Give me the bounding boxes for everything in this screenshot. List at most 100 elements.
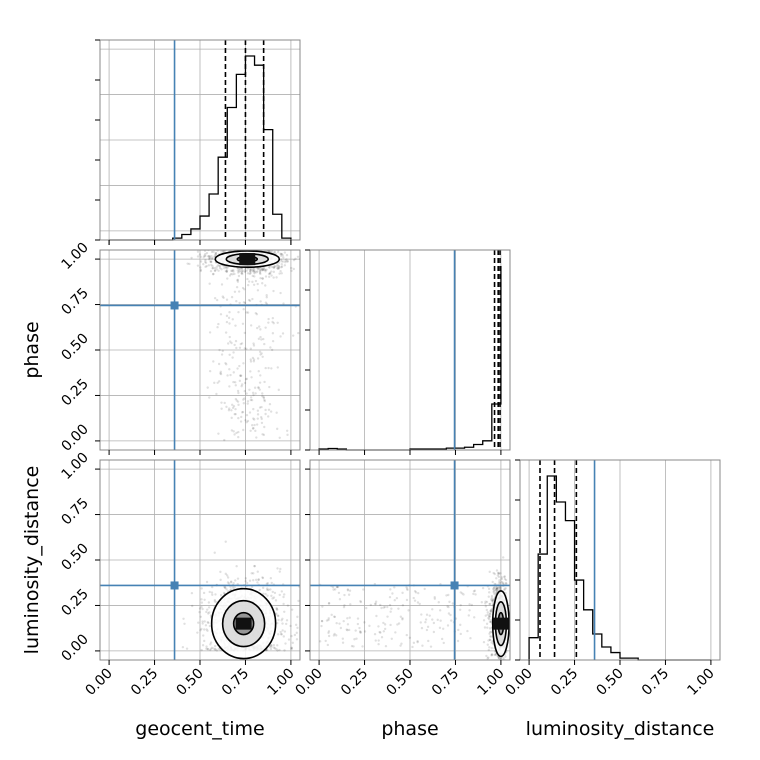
scatter-point <box>252 342 255 345</box>
scatter-point <box>275 265 279 268</box>
scatter-point <box>473 589 477 592</box>
scatter-point <box>401 617 404 620</box>
scatter-point <box>420 626 424 630</box>
x-tick-label: 0.00 <box>83 666 116 699</box>
scatter-point <box>494 591 498 595</box>
scatter-point <box>246 400 250 403</box>
scatter-point <box>401 591 404 595</box>
scatter-point <box>490 608 493 612</box>
scatter-point <box>270 581 273 585</box>
scatter-point <box>498 581 501 584</box>
scatter-point <box>275 608 279 611</box>
scatter-point <box>277 388 280 392</box>
scatter-point <box>264 326 267 329</box>
scatter-point <box>269 577 273 580</box>
scatter-point <box>243 270 247 274</box>
scatter-point <box>269 346 272 349</box>
scatter-point <box>497 571 500 575</box>
scatter-point <box>332 588 335 591</box>
scatter-point <box>281 629 284 632</box>
y-tick-label: 0.00 <box>58 631 91 664</box>
scatter-point <box>245 247 247 249</box>
scatter-point <box>283 649 286 652</box>
scatter-point <box>436 618 439 622</box>
scatter-point <box>487 656 490 659</box>
scatter-point <box>232 351 235 354</box>
scatter-point <box>250 376 253 379</box>
scatter-point <box>504 578 508 582</box>
scatter-point <box>350 644 354 648</box>
scatter-point <box>354 629 357 632</box>
scatter-point <box>263 380 266 384</box>
scatter-point <box>373 632 377 636</box>
scatter-point <box>199 629 202 632</box>
scatter-point <box>261 576 265 580</box>
scatter-point <box>325 619 329 622</box>
scatter-point <box>262 337 265 341</box>
scatter-point <box>393 586 396 589</box>
scatter-point <box>272 270 276 274</box>
scatter-point <box>245 347 248 351</box>
scatter-point <box>388 595 392 599</box>
scatter-point <box>243 268 247 271</box>
scatter-point <box>249 246 251 248</box>
scatter-point <box>219 570 222 574</box>
scatter-point <box>200 605 203 609</box>
scatter-point <box>488 632 491 635</box>
scatter-point <box>232 404 236 408</box>
scatter-point <box>249 370 252 373</box>
scatter-point <box>216 381 219 385</box>
scatter-point <box>267 317 270 321</box>
scatter-point <box>278 593 281 597</box>
scatter-point <box>292 258 296 262</box>
scatter-point <box>447 612 451 615</box>
scatter-point <box>228 322 231 325</box>
scatter-point <box>238 247 240 249</box>
scatter-point <box>224 362 227 365</box>
scatter-point <box>499 587 502 591</box>
scatter-point <box>264 268 267 272</box>
scatter-point <box>505 582 508 585</box>
hist-panel-phase <box>305 249 511 455</box>
scatter-point <box>232 380 235 384</box>
scatter-point <box>204 260 207 264</box>
scatter-point <box>278 272 281 275</box>
scatter-point <box>225 314 229 318</box>
scatter-point <box>418 602 421 606</box>
scatter-point <box>234 324 237 327</box>
scatter-point <box>227 243 229 245</box>
y-tick-label: 0.50 <box>58 330 91 363</box>
scatter-point <box>416 601 420 604</box>
scatter-point <box>264 366 267 370</box>
scatter-point <box>487 614 491 618</box>
scatter-point <box>236 280 240 283</box>
scatter-point <box>259 267 263 270</box>
scatter-point <box>333 615 337 619</box>
scatter-point <box>280 272 283 275</box>
scatter-point <box>208 255 212 258</box>
scatter-point <box>242 402 246 405</box>
scatter-point <box>383 605 387 609</box>
scatter-point <box>241 272 244 276</box>
scatter-point <box>257 267 261 270</box>
scatter-point <box>259 243 261 245</box>
scatter-point <box>214 648 217 651</box>
scatter-point <box>494 695 496 697</box>
scatter-point <box>486 643 489 646</box>
scatter-point <box>361 645 364 648</box>
scatter-point <box>234 339 238 343</box>
scatter-point <box>271 597 274 600</box>
scatter-point <box>190 256 193 260</box>
scatter-point <box>237 416 240 420</box>
scatter-point <box>272 289 275 293</box>
scatter-point <box>274 599 278 602</box>
scatter-point <box>244 577 248 580</box>
scatter-point <box>490 653 494 656</box>
scatter-point <box>218 266 222 270</box>
scatter-point <box>278 266 281 269</box>
scatter-point <box>282 602 285 606</box>
scatter-point <box>318 640 322 643</box>
scatter-point <box>245 377 249 381</box>
x-tick-label: 1.00 <box>264 666 297 699</box>
scatter-point <box>265 582 269 585</box>
